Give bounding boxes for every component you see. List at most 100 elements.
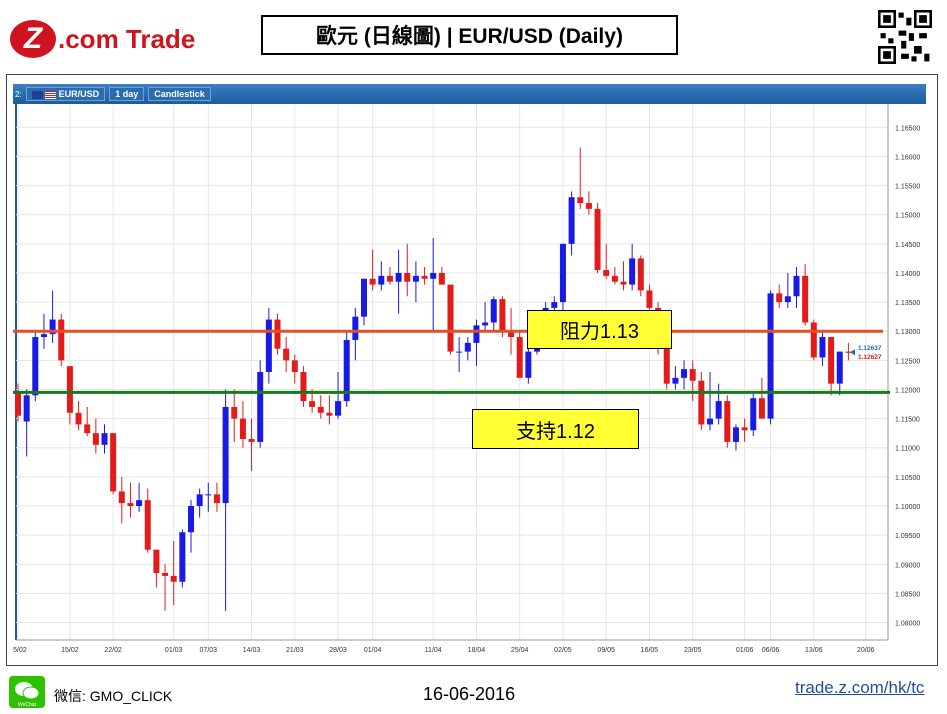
candle-body xyxy=(412,275,419,282)
candle-body xyxy=(352,316,359,340)
candle-body xyxy=(23,395,30,422)
candle-body xyxy=(309,401,316,407)
candle-body xyxy=(784,296,791,303)
x-tick-label: 22/02 xyxy=(104,647,122,654)
candle-body xyxy=(118,491,125,504)
candle-body xyxy=(525,351,532,378)
candle-body xyxy=(361,278,367,317)
eu-flag-icon xyxy=(31,90,43,99)
plot-background xyxy=(13,104,926,657)
candle-body xyxy=(404,272,411,282)
candle-body xyxy=(162,573,169,576)
candle-body xyxy=(732,427,739,442)
candle-body xyxy=(577,197,584,204)
last-price-marker xyxy=(850,349,855,356)
website-link[interactable]: trade.z.com/hk/tc xyxy=(795,678,925,697)
candle-body xyxy=(32,337,39,396)
y-tick-label: 1.15000 xyxy=(895,213,920,220)
candle-body xyxy=(464,342,471,352)
candle-body xyxy=(689,369,696,381)
candle-body xyxy=(343,339,350,402)
candle-body xyxy=(568,197,575,244)
candle-body xyxy=(758,398,765,419)
candle-body xyxy=(75,412,82,425)
candle-body xyxy=(456,351,463,353)
candle-body xyxy=(646,290,653,308)
candle-body xyxy=(257,372,264,442)
candle-body xyxy=(317,406,324,413)
candle-body xyxy=(819,337,826,358)
candle-body xyxy=(231,406,238,419)
candle-body xyxy=(222,406,229,504)
candle-body xyxy=(213,494,220,504)
candle-body xyxy=(196,494,203,506)
y-tick-label: 1.14500 xyxy=(895,242,920,249)
y-tick-label: 1.16000 xyxy=(895,154,920,161)
candle-body xyxy=(395,272,402,282)
candle-body xyxy=(741,427,748,431)
candle-body xyxy=(490,299,497,323)
candle-body xyxy=(239,418,246,439)
last-price-bid: 1.12627 xyxy=(858,354,882,361)
x-tick-label: 23/05 xyxy=(684,647,702,654)
us-flag-icon xyxy=(44,90,56,99)
candle-body xyxy=(681,369,688,378)
candle-body xyxy=(92,433,99,445)
candle-body xyxy=(499,299,506,332)
candle-body xyxy=(300,372,307,402)
y-tick-label: 1.14000 xyxy=(895,271,920,278)
resistance-label: 阻力1.13 xyxy=(527,310,672,349)
candle-body xyxy=(836,351,843,384)
candle-body xyxy=(750,398,757,431)
y-tick-label: 1.12500 xyxy=(895,358,920,365)
chart-type-selector[interactable]: Candlestick xyxy=(148,87,211,101)
candle-body xyxy=(559,243,566,303)
symbol-selector[interactable]: EUR/USD xyxy=(25,87,106,101)
y-tick-label: 1.09000 xyxy=(895,562,920,569)
candle-body xyxy=(170,575,177,582)
x-tick-label: 13/06 xyxy=(805,647,823,654)
candle-body xyxy=(188,506,194,533)
candle-body xyxy=(715,401,722,419)
logo-mark: Z xyxy=(10,20,56,58)
x-tick-label: 25/04 xyxy=(511,647,529,654)
candle-body xyxy=(585,203,592,209)
y-tick-label: 1.15500 xyxy=(895,184,920,191)
candle-body xyxy=(447,284,454,352)
x-tick-label: 16/05 xyxy=(641,647,659,654)
x-tick-label: 14/03 xyxy=(243,647,261,654)
wechat-icon-label: WeChat xyxy=(18,702,37,708)
page-title: 歐元 (日線圖) | EUR/USD (Daily) xyxy=(261,15,678,55)
x-tick-label: 05/02 xyxy=(13,647,27,654)
candle-body xyxy=(793,275,800,297)
candle-body xyxy=(707,418,713,425)
x-tick-label: 21/03 xyxy=(286,647,304,654)
interval-selector[interactable]: 1 day xyxy=(109,87,145,101)
candle-body xyxy=(15,392,21,416)
y-tick-label: 1.16500 xyxy=(895,125,920,132)
candle-body xyxy=(802,275,809,323)
candle-body xyxy=(49,319,56,335)
wechat-id: 微信: GMO_CLICK xyxy=(54,688,173,704)
x-tick-label: 28/03 xyxy=(329,647,347,654)
candle-body xyxy=(594,208,601,271)
support-label: 支持1.12 xyxy=(472,409,639,449)
candle-body xyxy=(291,360,298,372)
last-price-ask: 1.12637 xyxy=(858,345,882,352)
candle-body xyxy=(378,275,385,285)
candle-body xyxy=(430,272,437,279)
candle-body xyxy=(508,331,515,338)
candle-body xyxy=(179,532,186,582)
candle-body xyxy=(845,351,852,353)
x-tick-label: 15/02 xyxy=(61,647,79,654)
candle-body xyxy=(335,401,342,416)
candle-body xyxy=(810,322,817,358)
chart-toolbar: 2: EUR/USD 1 day Candlestick xyxy=(13,84,926,104)
candle-body xyxy=(629,258,636,285)
candle-body xyxy=(482,322,489,326)
candle-body xyxy=(663,348,670,384)
candle-body xyxy=(136,500,143,506)
candle-body xyxy=(473,325,480,343)
report-date: 16-06-2016 xyxy=(423,684,516,704)
y-tick-label: 1.11000 xyxy=(895,446,920,453)
